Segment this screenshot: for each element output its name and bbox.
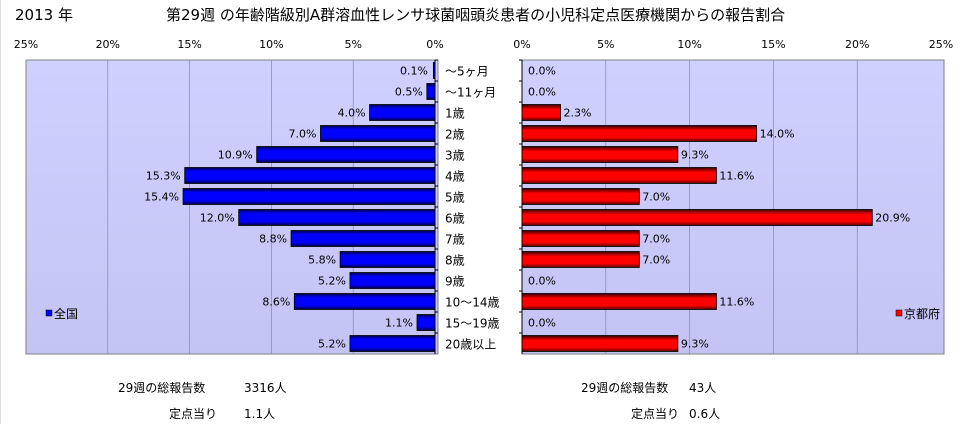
category-label: 9歳 [445, 275, 465, 289]
national-per-value: 1.1人 [244, 407, 276, 421]
national-bar [182, 188, 436, 205]
kyoto-data-label: 9.3% [681, 149, 709, 162]
kyoto-data-label: 0.0% [528, 317, 556, 330]
national-tick-label: 0% [426, 38, 443, 51]
national-bar [238, 209, 436, 226]
kyoto-bar [521, 251, 640, 268]
national-data-label: 0.5% [395, 86, 423, 99]
kyoto-legend-swatch [895, 309, 903, 317]
kyoto-tick-label: 10% [677, 38, 701, 51]
chart-title: 第29週 の年齢階級別A群溶血性レンサ球菌咽頭炎患者の小児科定点医療機関からの報… [166, 6, 786, 24]
category-label: 5歳 [445, 191, 465, 205]
kyoto-bar [521, 293, 717, 310]
category-label: 10～14歳 [445, 296, 500, 310]
national-bar [416, 314, 436, 331]
kyoto-data-label: 7.0% [642, 254, 670, 267]
national-bar [349, 335, 436, 352]
kyoto-bar [521, 335, 679, 352]
national-tick-label: 20% [96, 38, 120, 51]
national-bar [432, 62, 436, 79]
category-label: 2歳 [445, 128, 465, 142]
national-data-label: 7.0% [289, 128, 317, 141]
national-bar [293, 293, 436, 310]
kyoto-data-label: 0.0% [528, 275, 556, 288]
kyoto-bar [521, 209, 873, 226]
kyoto-total-value: 43人 [689, 381, 717, 395]
national-bar [184, 167, 436, 184]
category-label: 7歳 [445, 233, 465, 247]
category-label: 15～19歳 [445, 317, 500, 331]
kyoto-per-value: 0.6人 [689, 407, 721, 421]
national-data-label: 5.2% [318, 338, 346, 351]
national-legend-label: 全国 [54, 306, 78, 321]
national-tick-label: 25% [14, 38, 38, 51]
kyoto-data-label: 9.3% [681, 338, 709, 351]
category-label: 4歳 [445, 170, 465, 184]
national-per-label: 定点当り [169, 407, 218, 421]
year-label: 2013 年 [15, 6, 73, 24]
kyoto-data-label: 14.0% [760, 128, 795, 141]
national-data-label: 5.8% [308, 254, 336, 267]
national-data-label: 5.2% [318, 275, 346, 288]
national-total-label: 29週の総報告数 [118, 381, 206, 395]
national-bar [290, 230, 436, 247]
category-label: 1歳 [445, 107, 465, 121]
kyoto-data-label: 0.0% [528, 86, 556, 99]
national-bar [426, 83, 436, 100]
national-data-label: 12.0% [200, 212, 235, 225]
national-data-label: 8.8% [259, 233, 287, 246]
kyoto-data-label: 2.3% [564, 107, 592, 120]
kyoto-bar [521, 125, 758, 142]
national-total-value: 3316人 [244, 381, 287, 395]
national-tick-label: 15% [177, 38, 201, 51]
national-bar [256, 146, 436, 163]
kyoto-total-label: 29週の総報告数 [581, 381, 669, 395]
kyoto-data-label: 7.0% [642, 191, 670, 204]
kyoto-data-label: 11.6% [719, 296, 754, 309]
national-data-label: 1.1% [385, 317, 413, 330]
national-tick-label: 5% [344, 38, 361, 51]
kyoto-per-label: 定点当り [631, 407, 680, 421]
kyoto-data-label: 11.6% [719, 170, 754, 183]
category-label: 6歳 [445, 212, 465, 226]
national-data-label: 4.0% [338, 107, 366, 120]
kyoto-data-label: 20.9% [875, 212, 910, 225]
national-tick-label: 10% [259, 38, 283, 51]
kyoto-legend-label: 京都府 [904, 306, 940, 321]
kyoto-bar [521, 230, 640, 247]
category-label: ～5ヶ月 [445, 65, 489, 79]
kyoto-tick-label: 25% [929, 38, 953, 51]
kyoto-bar [521, 167, 717, 184]
category-label: 20歳以上 [445, 338, 496, 352]
category-label: ～11ヶ月 [445, 86, 496, 100]
national-bar [320, 125, 436, 142]
national-bar [369, 104, 436, 121]
national-data-label: 8.6% [262, 296, 290, 309]
kyoto-data-label: 7.0% [642, 233, 670, 246]
kyoto-tick-label: 15% [761, 38, 785, 51]
national-bar [349, 272, 436, 289]
kyoto-bar [521, 104, 561, 121]
national-data-label: 15.3% [146, 170, 181, 183]
category-label: 8歳 [445, 254, 465, 268]
kyoto-tick-label: 0% [513, 38, 530, 51]
kyoto-tick-label: 5% [597, 38, 614, 51]
category-label: 3歳 [445, 149, 465, 163]
national-bar [339, 251, 436, 268]
kyoto-tick-label: 20% [845, 38, 869, 51]
national-legend-swatch [45, 309, 53, 317]
kyoto-bar [521, 188, 640, 205]
kyoto-bar [521, 146, 679, 163]
national-data-label: 10.9% [218, 149, 253, 162]
kyoto-data-label: 0.0% [528, 65, 556, 78]
national-data-label: 15.4% [144, 191, 179, 204]
national-data-label: 0.1% [400, 65, 428, 78]
